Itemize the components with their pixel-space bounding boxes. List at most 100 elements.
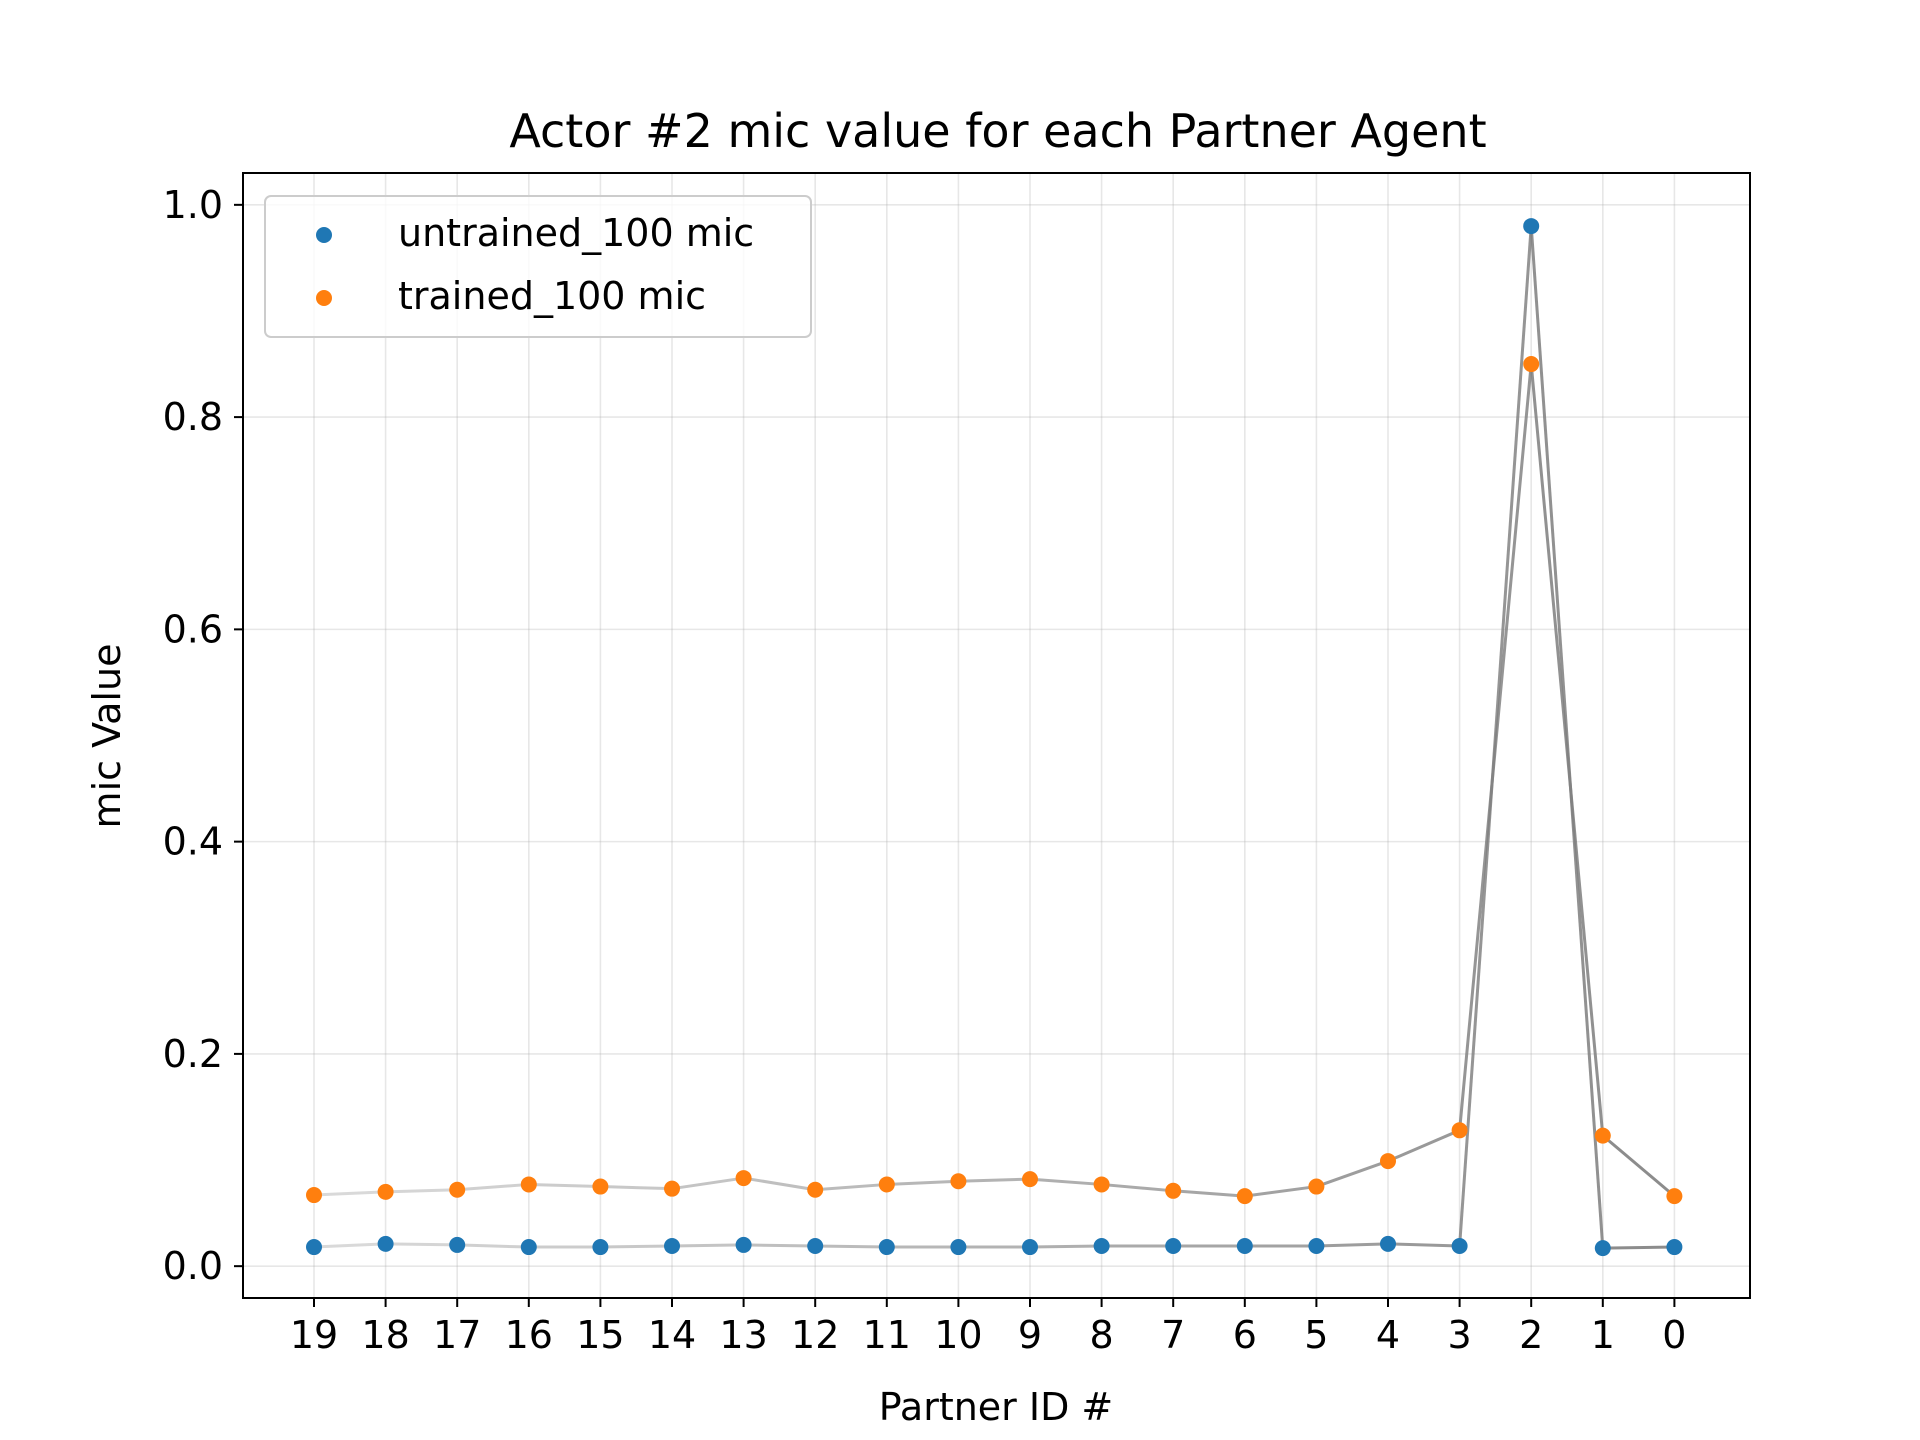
x-tick-label: 12 xyxy=(791,1313,839,1357)
connector-segment-trained xyxy=(385,1188,458,1194)
connector-segment-untrained xyxy=(671,1243,744,1248)
data-point-untrained xyxy=(1093,1237,1110,1254)
connector-segment-trained xyxy=(528,1182,601,1189)
connector-segment-trained xyxy=(1458,363,1533,1131)
connector-segment-untrained xyxy=(1387,1242,1460,1248)
data-point-trained xyxy=(664,1180,680,1197)
data-point-trained xyxy=(1165,1182,1182,1199)
data-point-trained xyxy=(377,1183,394,1200)
connector-segment-trained xyxy=(886,1179,959,1186)
x-tick-label: 7 xyxy=(1161,1313,1185,1357)
data-point-untrained xyxy=(664,1237,680,1254)
y-tick-label: 0.8 xyxy=(163,395,223,439)
connector-segment-trained xyxy=(815,1182,887,1192)
connector-segment-trained xyxy=(1601,1134,1676,1198)
data-point-trained xyxy=(1236,1188,1253,1205)
x-tick-label: 4 xyxy=(1376,1313,1400,1357)
data-point-untrained xyxy=(878,1239,895,1256)
x-tick-label: 8 xyxy=(1090,1313,1114,1357)
data-point-trained xyxy=(1093,1176,1110,1193)
connector-segment-trained xyxy=(1529,363,1605,1136)
connector-segment-untrained xyxy=(743,1243,816,1248)
y-tick-label: 1.0 xyxy=(163,183,223,227)
data-point-untrained xyxy=(950,1239,967,1256)
data-point-trained xyxy=(807,1181,824,1198)
data-point-trained xyxy=(1308,1178,1325,1195)
x-tick-label: 18 xyxy=(361,1313,409,1357)
connector-segment-trained xyxy=(1315,1159,1389,1188)
x-tick-label: 19 xyxy=(290,1313,338,1357)
data-point-untrained xyxy=(1451,1237,1468,1254)
data-point-trained xyxy=(1380,1153,1396,1170)
data-point-untrained xyxy=(1165,1237,1182,1254)
connector-segment-trained xyxy=(743,1176,816,1192)
x-tick-label: 2 xyxy=(1519,1313,1543,1357)
legend-marker-untrained xyxy=(316,227,332,243)
connector-segment-untrained xyxy=(600,1244,673,1249)
grid xyxy=(243,173,1750,1298)
data-point-untrained xyxy=(807,1237,824,1254)
connector-segment-trained xyxy=(600,1185,673,1191)
data-point-untrained xyxy=(1594,1240,1611,1257)
x-tick-label: 11 xyxy=(863,1313,911,1357)
connector-segment-trained xyxy=(958,1177,1031,1183)
connector-segment-trained xyxy=(1387,1128,1461,1163)
x-axis-title: Partner ID # xyxy=(879,1385,1114,1429)
x-tick-label: 13 xyxy=(719,1313,767,1357)
connector-segment-trained xyxy=(1173,1189,1245,1198)
data-point-untrained xyxy=(449,1236,466,1253)
y-tick-label: 0.4 xyxy=(163,820,223,864)
y-tick-label: 0.6 xyxy=(163,607,223,651)
connector-segment-trained xyxy=(313,1190,386,1197)
connector-segment-untrained xyxy=(313,1242,386,1249)
y-axis-title: mic Value xyxy=(85,644,129,829)
connector-segment-trained xyxy=(1101,1182,1174,1193)
data-point-trained xyxy=(592,1178,609,1195)
connector-segment-trained xyxy=(457,1182,529,1192)
x-tick-label: 14 xyxy=(648,1313,696,1357)
data-point-untrained xyxy=(377,1235,394,1252)
data-point-untrained xyxy=(735,1236,752,1253)
data-point-trained xyxy=(449,1181,466,1198)
data-point-trained xyxy=(1594,1127,1611,1144)
chart-title: Actor #2 mic value for each Partner Agen… xyxy=(509,104,1486,158)
y-axis-ticks: 0.0 0.2 0.4 0.6 0.8 1.0 xyxy=(163,183,243,1288)
data-point-untrained xyxy=(1236,1237,1253,1254)
connector-segment-untrained xyxy=(1602,1245,1675,1250)
x-axis-ticks: 19 18 17 16 15 14 13 12 11 10 9 8 7 6 5 4 3 2 1 0 xyxy=(290,1298,1686,1357)
data-point-trained xyxy=(878,1176,895,1193)
data-point-untrained xyxy=(306,1239,322,1256)
connector-segment-untrained xyxy=(1316,1242,1389,1248)
legend-box xyxy=(264,195,812,338)
data-point-trained xyxy=(520,1176,537,1193)
x-tick-label: 16 xyxy=(505,1313,553,1357)
data-point-trained xyxy=(1022,1171,1038,1188)
legend: untrained_100 mic trained_100 mic xyxy=(264,195,812,338)
x-tick-label: 5 xyxy=(1304,1313,1328,1357)
data-point-trained xyxy=(950,1173,967,1190)
data-point-untrained xyxy=(1666,1239,1683,1256)
connector-lines xyxy=(313,225,1676,1250)
x-tick-label: 10 xyxy=(934,1313,982,1357)
data-point-trained xyxy=(306,1187,322,1204)
data-point-untrained xyxy=(1022,1239,1038,1256)
x-tick-label: 3 xyxy=(1448,1313,1472,1357)
data-points xyxy=(306,218,1683,1257)
data-point-untrained xyxy=(520,1239,537,1256)
legend-marker-trained xyxy=(316,290,332,306)
connector-segment-untrained xyxy=(385,1242,458,1247)
y-tick-label: 0.0 xyxy=(163,1244,223,1288)
x-tick-label: 17 xyxy=(433,1313,481,1357)
data-point-untrained xyxy=(1308,1237,1325,1254)
connector-segment-untrained xyxy=(815,1244,887,1249)
x-tick-label: 0 xyxy=(1662,1313,1686,1357)
connector-segment-trained xyxy=(671,1176,744,1191)
data-point-trained xyxy=(1666,1188,1683,1205)
x-tick-label: 15 xyxy=(576,1313,624,1357)
data-point-trained xyxy=(735,1170,752,1187)
x-tick-label: 1 xyxy=(1591,1313,1615,1357)
x-tick-label: 6 xyxy=(1233,1313,1257,1357)
data-point-trained xyxy=(1451,1122,1468,1139)
data-point-untrained xyxy=(1380,1235,1396,1252)
